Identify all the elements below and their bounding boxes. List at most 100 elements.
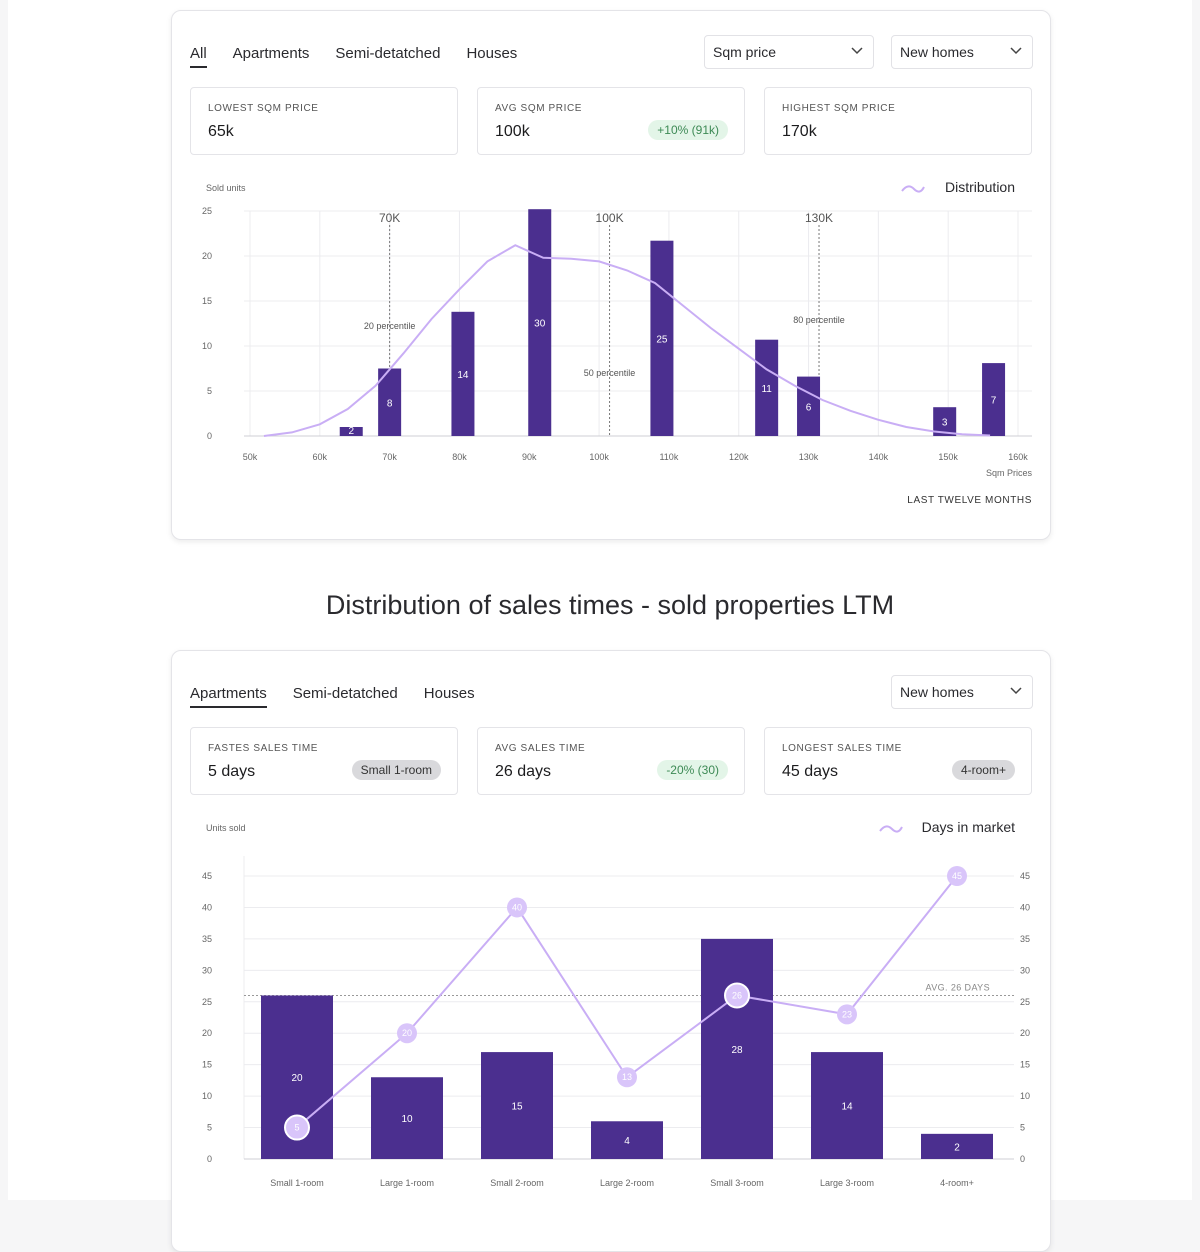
y-axis-label: Units sold [206,823,246,833]
stat-label: FASTES SALES TIME [208,743,319,754]
bar [933,407,957,436]
tab-semi-detatched[interactable]: Semi-detatched [335,45,441,62]
x-tick-label: 100k [589,452,609,462]
tab-houses[interactable]: Houses [423,685,475,702]
x-tick-label: Large 3-room [820,1178,874,1188]
room-type-badge: Small 1-room [351,760,441,780]
stat-lowest-sqm-price: LOWEST SQM PRICE 65k [190,87,458,155]
x-tick-label: Small 3-room [710,1178,764,1188]
y2-tick-label: 45 [1020,871,1030,881]
bar [982,363,1006,436]
x-axis-label: Sqm Prices [986,468,1033,478]
y2-tick-label: 35 [1020,934,1030,944]
chevron-down-icon [1010,47,1022,55]
y2-tick-label: 30 [1020,965,1030,975]
y2-tick-label: 15 [1020,1060,1030,1070]
legend-line-icon [879,825,903,833]
y-tick-label: 15 [202,1060,212,1070]
stat-avg-sales-time: AVG SALES TIME 26 days -20% (30) [477,727,745,795]
stat-label: LONGEST SALES TIME [782,743,902,754]
x-tick-label: 50k [243,452,258,462]
bar [528,209,552,436]
tab-apartments[interactable]: Apartments [232,45,310,62]
x-tick-label: 90k [522,452,537,462]
x-tick-label: Large 1-room [380,1178,434,1188]
bar-value-label: 2 [348,426,354,437]
days-in-market-point [617,1067,637,1088]
property-type-tabs: All Apartments Semi-detatched Houses [190,45,517,68]
bar-value-label: 15 [511,1102,523,1113]
chevron-down-icon [1010,687,1022,695]
chevron-down-icon [851,47,863,55]
sales-time-card: Apartments Semi-detatched Houses New hom… [171,650,1051,1252]
days-in-market-label: 40 [512,902,522,912]
average-line-label: AVG. 26 DAYS [926,982,991,992]
bar-value-label: 7 [991,396,997,407]
stat-value: 100k [495,123,530,140]
room-type-badge: 4-room+ [951,760,1015,780]
percentile-label: 50 percentile [584,368,636,378]
y2-tick-label: 0 [1020,1154,1025,1164]
stat-highest-sqm-price: HIGHEST SQM PRICE 170k [764,87,1032,155]
bar-value-label: 28 [731,1045,743,1056]
stat-longest-sales-time: LONGEST SALES TIME 45 days 4-room+ [764,727,1032,795]
percentile-label: 80 percentile [793,315,845,325]
bar-value-label: 30 [534,319,546,330]
days-in-market-point [837,1004,857,1025]
bar [591,1121,663,1159]
y-tick-label: 10 [202,341,212,351]
change-badge: -20% (30) [657,760,728,780]
y-tick-label: 40 [202,902,212,912]
tab-semi-detatched[interactable]: Semi-detatched [292,685,398,702]
stat-avg-sqm-price: AVG SQM PRICE 100k +10% (91k) [477,87,745,155]
tab-apartments[interactable]: Apartments [190,685,267,708]
y2-tick-label: 10 [1020,1091,1030,1101]
percentile-label: 20 percentile [364,321,416,331]
metric-select[interactable]: Sqm price [704,35,874,69]
stat-label: LOWEST SQM PRICE [208,103,319,114]
x-tick-label: 80k [452,452,467,462]
y2-tick-label: 40 [1020,902,1030,912]
x-tick-label: Small 2-room [490,1178,544,1188]
days-in-market-label: 5 [294,1123,299,1133]
days-in-market-point [397,1023,417,1044]
sqm-price-card: All Apartments Semi-detatched Houses Sqm… [171,10,1051,540]
stat-value: 26 days [495,763,552,780]
bar [755,339,779,436]
y-tick-label: 0 [207,1154,212,1164]
sqm-price-distribution-chart: 0 5 10 15 20 25 50k 60k 70k 80k 90k 100k 110k 120k 130… [202,179,1033,506]
bar [339,427,363,436]
y-tick-label: 30 [202,965,212,975]
change-badge: +10% (91k) [648,120,728,140]
x-tick-label: Large 2-room [600,1178,654,1188]
y-tick-label: 20 [202,251,212,261]
tab-all[interactable]: All [190,45,207,68]
percentile-value-label: 70K [379,211,400,225]
bar-value-label: 6 [806,402,812,413]
bar [371,1077,443,1159]
x-tick-label: 120k [729,452,749,462]
bar-value-label: 4 [624,1136,630,1147]
days-in-market-label: 23 [842,1009,852,1019]
x-tick-label: 160k [1008,452,1028,462]
home-type-select[interactable]: New homes [891,675,1033,709]
bar [650,240,674,436]
stat-value: 170k [782,123,817,140]
bar-value-label: 8 [387,398,393,409]
legend-label: Days in market [922,819,1015,835]
home-type-select[interactable]: New homes [891,35,1033,69]
x-tick-label: 4-room+ [940,1178,974,1188]
x-tick-label: 70k [382,452,397,462]
tab-houses[interactable]: Houses [466,45,518,62]
y-tick-label: 0 [207,431,212,441]
stat-value: 45 days [782,763,839,780]
bar-value-label: 14 [841,1102,853,1113]
bar-value-label: 3 [942,418,948,429]
bar-value-label: 2 [954,1142,960,1153]
home-type-select-value: New homes [900,684,974,700]
days-in-market-label: 20 [402,1028,412,1038]
y-tick-label: 45 [202,871,212,881]
stat-fastest-sales-time: FASTES SALES TIME 5 days Small 1-room [190,727,458,795]
x-tick-label: 140k [869,452,889,462]
property-type-tabs: Apartments Semi-detatched Houses [190,685,475,708]
